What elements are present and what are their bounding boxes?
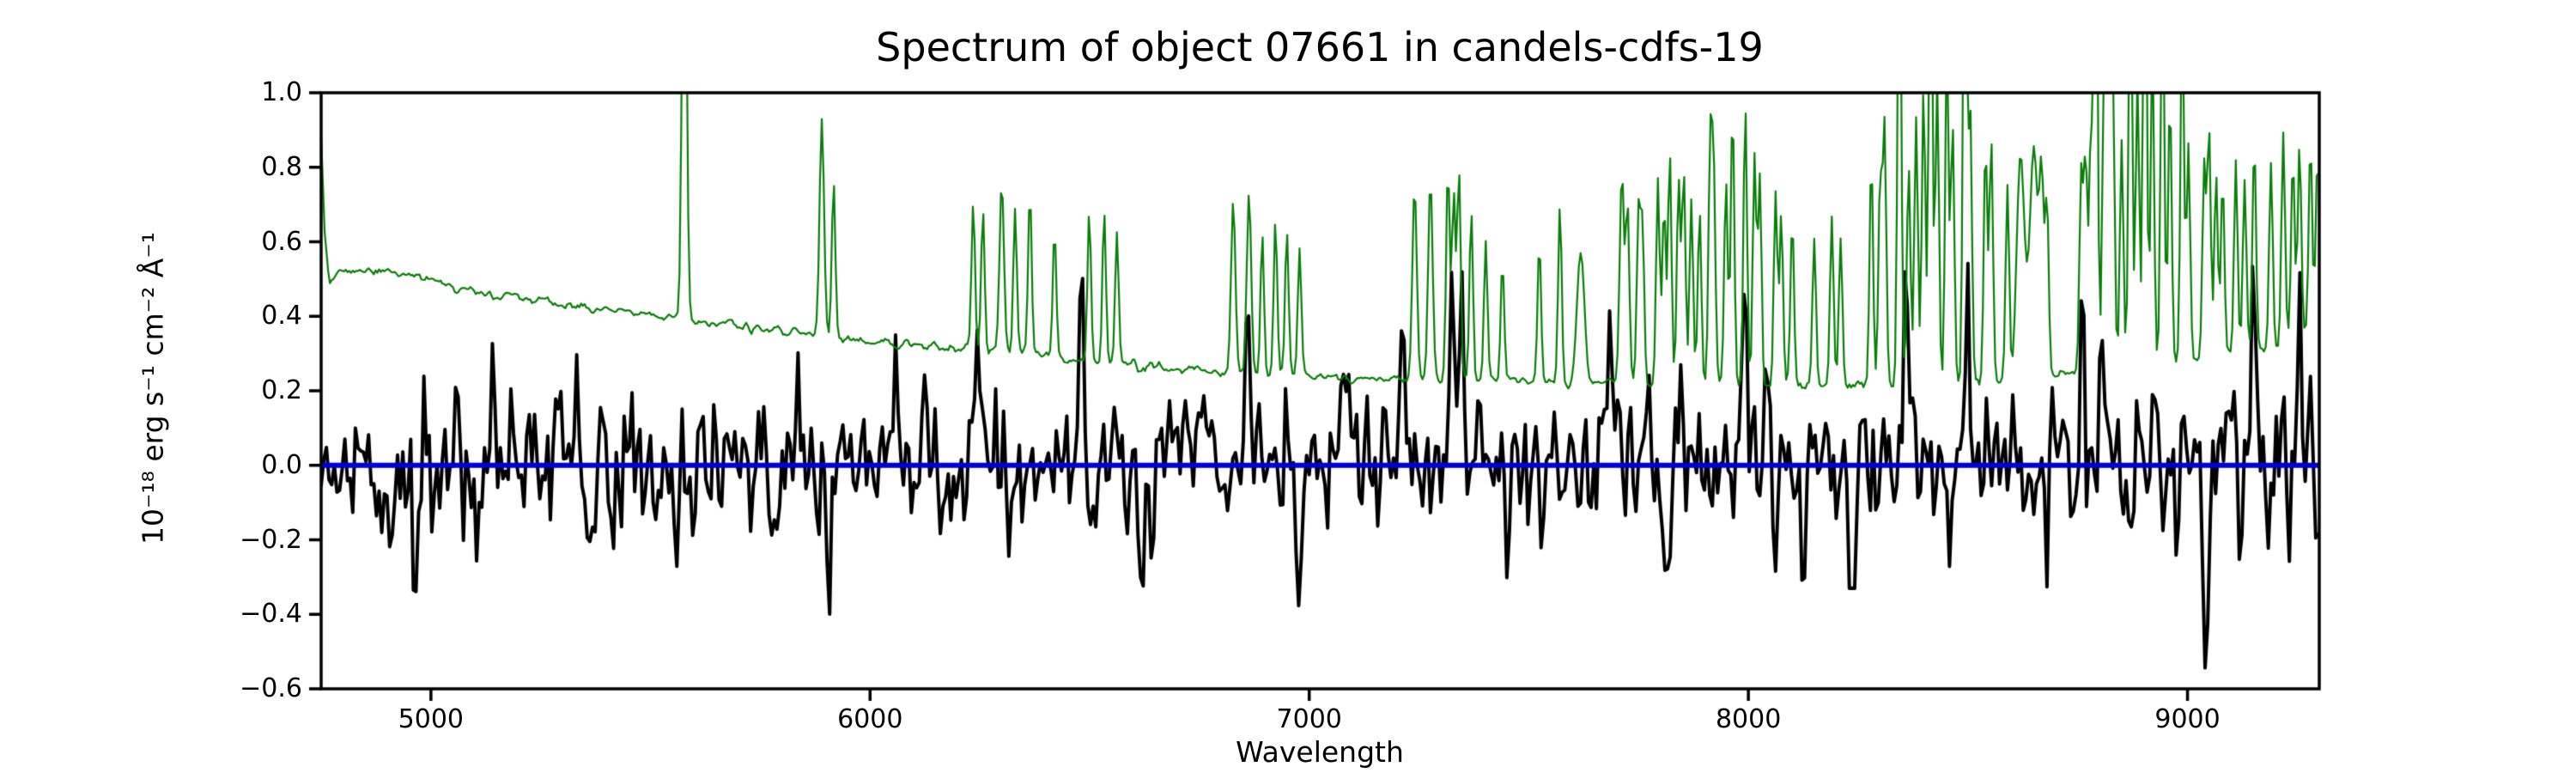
x-tick-label: 9000 — [2154, 704, 2221, 734]
y-tick-label: 1.0 — [261, 77, 302, 107]
y-axis-tick-labels: 1.0 0.8 0.6 0.4 0.2 0.0 −0.2 −0.4 −0.6 — [0, 0, 302, 773]
y-tick-label: −0.4 — [240, 599, 302, 630]
y-tick-label: 0.8 — [261, 151, 302, 182]
y-tick-label: 0.4 — [261, 301, 302, 332]
x-tick-label: 8000 — [1715, 704, 1782, 734]
x-tick-label: 7000 — [1276, 704, 1342, 734]
y-tick-label: −0.6 — [240, 673, 302, 703]
chart-title: Spectrum of object 07661 in candels-cdfs… — [876, 24, 1764, 70]
y-tick-label: 0.6 — [261, 226, 302, 257]
x-tick-label: 6000 — [837, 704, 903, 734]
x-tick-label: 5000 — [398, 704, 465, 734]
y-tick-label: 0.2 — [261, 375, 302, 405]
y-tick-label: −0.2 — [240, 524, 302, 555]
x-axis-label: Wavelength — [1236, 735, 1404, 769]
y-tick-label: 0.0 — [261, 449, 302, 480]
